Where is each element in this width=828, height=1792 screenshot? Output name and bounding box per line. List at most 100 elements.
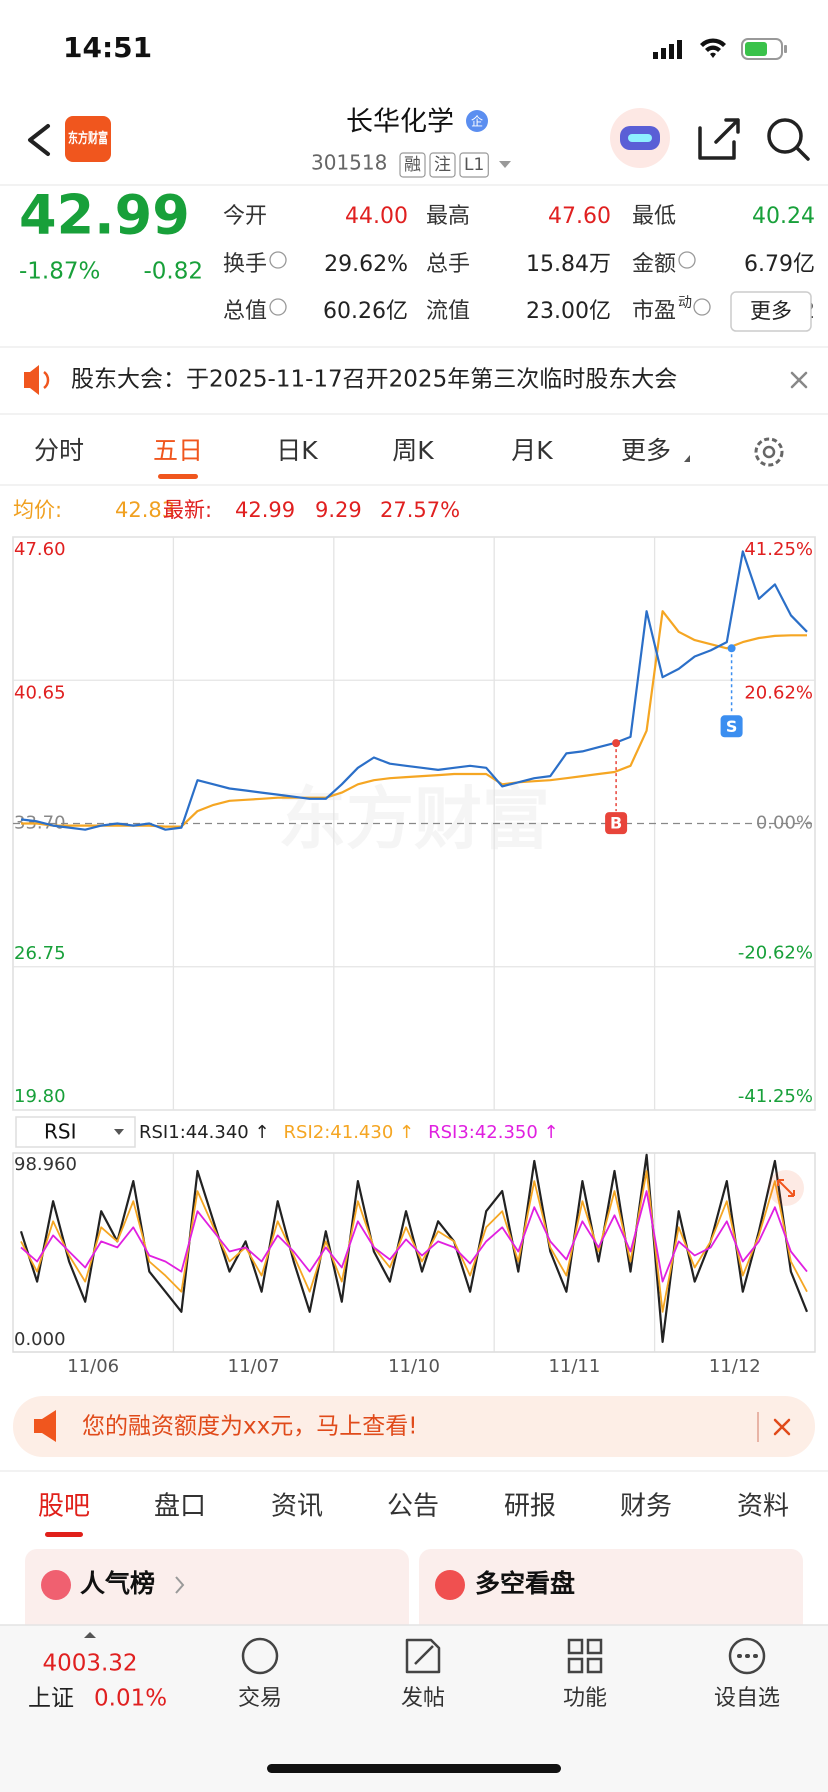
content-tab[interactable]: 公告 xyxy=(387,1492,439,1522)
y-tick-label: 47.60 xyxy=(14,539,66,560)
card-title: 人气榜 xyxy=(80,1569,155,1598)
info-icon[interactable] xyxy=(269,298,287,316)
chart-tab[interactable]: 日K xyxy=(276,436,318,465)
tab-label[interactable]: 设自选 xyxy=(714,1686,780,1711)
x-tick-label: 11/07 xyxy=(228,1356,280,1377)
field-label: 换手 xyxy=(223,252,267,277)
field-label: 最高 xyxy=(426,204,470,229)
latest-change: 9.29 xyxy=(315,498,362,522)
index-arrow xyxy=(84,1632,96,1638)
x-tick-label: 11/11 xyxy=(548,1356,600,1377)
more-indicator xyxy=(684,455,690,462)
field-label: 今开 xyxy=(223,204,267,229)
y-tick-label: 19.80 xyxy=(14,1086,66,1107)
selector-arrow xyxy=(114,1129,124,1135)
share-button[interactable] xyxy=(698,118,740,160)
logo-text: 东方财富 xyxy=(68,130,108,147)
search-button[interactable] xyxy=(767,118,803,154)
card-icon xyxy=(435,1570,465,1600)
card[interactable] xyxy=(25,1549,409,1639)
field-value: 44.00 xyxy=(345,204,408,229)
field-label: 市盈 xyxy=(632,299,676,324)
rsi-tick-label: 0.000 xyxy=(14,1329,66,1350)
card[interactable] xyxy=(419,1549,803,1639)
chart-tab[interactable]: 五日 xyxy=(153,436,203,465)
info-icon[interactable] xyxy=(269,251,287,269)
notice-close[interactable] xyxy=(790,371,808,389)
index-value[interactable]: 4003.32 xyxy=(42,1651,137,1677)
card-icon xyxy=(41,1570,71,1600)
y2-tick-label: 41.25% xyxy=(744,539,813,560)
y-tick-label: 26.75 xyxy=(14,943,66,964)
field-value: 23.00亿 xyxy=(526,299,611,324)
content-tabs: 股吧 盘口 资讯 公告 研报 财务 资料 xyxy=(38,1492,789,1537)
marker-badge[interactable] xyxy=(605,812,628,835)
legend-entry: RSI3:42.350 ↑ xyxy=(428,1122,559,1143)
chart-tab[interactable]: 周K xyxy=(392,436,434,465)
marker-label: B xyxy=(610,814,622,833)
gear-inner xyxy=(762,445,776,459)
status-icons xyxy=(653,38,787,60)
tab-label[interactable]: 发帖 xyxy=(401,1686,445,1711)
legend-entry: RSI2:41.430 ↑ xyxy=(284,1122,415,1143)
x-tick-label: 11/10 xyxy=(388,1356,440,1377)
trade-marker xyxy=(727,644,736,653)
series-line xyxy=(20,550,808,831)
chart-tab[interactable]: 月K xyxy=(511,436,553,465)
chart-tab[interactable]: 分时 xyxy=(34,436,84,465)
indicator-selector[interactable] xyxy=(15,1116,136,1148)
price-chart: 47.6040.6533.7026.7519.8041.25%20.62%0.0… xyxy=(13,536,815,1111)
index-change: 0.01% xyxy=(94,1686,167,1712)
signal-bar xyxy=(669,44,674,59)
tags: 融注 L1 xyxy=(399,152,489,178)
back-button[interactable] xyxy=(28,124,50,156)
field-value: 40.24 xyxy=(752,204,815,229)
content-tab[interactable]: 资讯 xyxy=(271,1492,323,1522)
indicator-selector-label: RSI xyxy=(44,1120,77,1144)
banner[interactable] xyxy=(13,1396,815,1457)
tag-label: L1 xyxy=(464,155,484,175)
tag-box xyxy=(399,152,426,178)
banner-close[interactable] xyxy=(773,1418,791,1436)
avg-label: 均价: xyxy=(13,498,62,522)
notice-icon-wave xyxy=(43,371,50,389)
field-value: 15.84万 xyxy=(526,252,611,277)
stock-name: 长华化学 xyxy=(346,107,454,138)
content-tab[interactable]: 股吧 xyxy=(38,1492,90,1522)
y2-tick-label: 20.62% xyxy=(744,682,813,703)
content-tab[interactable]: 财务 xyxy=(620,1492,672,1522)
tag-label: 注 xyxy=(434,155,451,175)
stock-code: 301518 xyxy=(311,151,387,175)
content-tab[interactable]: 研报 xyxy=(504,1492,556,1522)
tab-label[interactable]: 功能 xyxy=(563,1686,607,1711)
tab-items: 交易 发帖 功能 设自选 xyxy=(238,1637,780,1711)
assistant-eyes xyxy=(628,134,652,142)
settings-button[interactable] xyxy=(754,437,784,467)
info-icon[interactable] xyxy=(693,298,711,316)
dropdown-arrow[interactable] xyxy=(499,161,511,168)
field-value: 6.79亿 xyxy=(744,252,815,277)
status-time: 14:51 xyxy=(63,31,152,64)
more-button[interactable] xyxy=(730,291,812,332)
tab-label[interactable]: 交易 xyxy=(238,1686,282,1711)
tab-icon xyxy=(567,1638,603,1674)
tab-icon xyxy=(241,1637,279,1675)
latest-label: 最新: xyxy=(163,498,212,522)
chart-tab[interactable]: 更多 xyxy=(621,436,671,465)
marker-badge[interactable] xyxy=(720,715,743,738)
rsi-line xyxy=(19,1153,809,1343)
tab-icon xyxy=(728,1637,766,1675)
latest-value: 42.99 xyxy=(235,498,295,522)
content-tab[interactable]: 资料 xyxy=(737,1492,789,1522)
index-name: 上证 xyxy=(28,1686,74,1712)
battery-outline xyxy=(741,38,783,60)
banner-icon xyxy=(34,1410,56,1442)
notice-text[interactable]: 股东大会：于2025-11-17召开2025年第三次临时股东大会 xyxy=(71,367,677,393)
change-percent: -1.87% xyxy=(19,259,100,285)
content-tab[interactable]: 盘口 xyxy=(154,1492,206,1522)
info-icon[interactable] xyxy=(678,251,696,269)
x-tick-label: 11/06 xyxy=(67,1356,119,1377)
logo[interactable] xyxy=(65,116,111,162)
field-value: 47.60 xyxy=(548,204,611,229)
